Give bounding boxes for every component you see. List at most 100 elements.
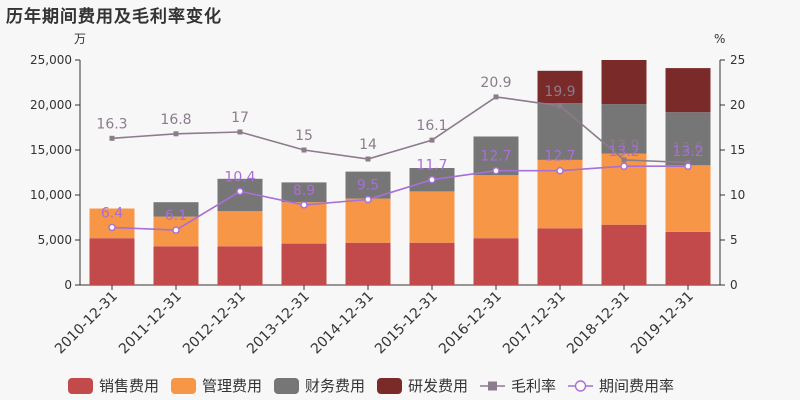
x-tick-label: 2017-12-31 <box>500 289 569 358</box>
point-期间费用率 <box>428 175 436 184</box>
point-毛利率 <box>621 157 627 163</box>
legend-marker-期间费用率 <box>574 380 587 392</box>
x-tick-label: 2019-12-31 <box>628 289 697 358</box>
point-毛利率 <box>493 94 499 100</box>
left-axis-unit: 万 <box>74 32 86 46</box>
legend-label: 销售费用 <box>99 377 159 395</box>
legend-swatch-销售费用 <box>68 378 93 394</box>
bar-销售费用 <box>601 224 647 285</box>
bar-销售费用 <box>217 246 263 285</box>
left-y-tick-label: 15,000 <box>30 143 72 157</box>
point-期间费用率 <box>364 195 372 204</box>
data-label-期间费用率: 9.5 <box>357 178 379 194</box>
bar-研发费用 <box>665 68 711 113</box>
data-label-期间费用率: 8.9 <box>293 183 315 199</box>
bar-销售费用 <box>537 228 583 285</box>
bar-管理费用 <box>281 202 327 244</box>
x-tick-label: 2012-12-31 <box>180 289 249 358</box>
legend-label: 研发费用 <box>408 377 468 395</box>
x-tick-label: 2013-12-31 <box>244 289 313 358</box>
bar-管理费用 <box>665 165 711 232</box>
bar-管理费用 <box>473 175 519 239</box>
legend-marker-毛利率 <box>488 381 497 391</box>
point-期间费用率 <box>556 166 564 175</box>
data-label-毛利率: 16.3 <box>96 116 127 132</box>
bar-管理费用 <box>409 191 455 243</box>
x-tick-label: 2014-12-31 <box>308 289 377 358</box>
left-y-tick-label: 20,000 <box>30 98 72 112</box>
data-label-毛利率: 15 <box>295 128 313 144</box>
data-label-group: 16.3 16.8 17 15 14 16.1 20.9 19.9 13.9 13.6 6.4 6.1… <box>96 75 703 224</box>
right-y-tick-label: 25 <box>730 53 745 67</box>
right-y-tick-label: 15 <box>730 143 745 157</box>
data-label-毛利率: 20.9 <box>480 75 511 91</box>
point-毛利率 <box>109 135 115 141</box>
bar-销售费用 <box>281 243 327 285</box>
x-tick-label: 2018-12-31 <box>564 289 633 358</box>
legend-label: 毛利率 <box>511 377 556 395</box>
data-label-期间费用率: 6.1 <box>165 208 187 224</box>
data-label-毛利率: 14 <box>359 137 377 153</box>
point-毛利率 <box>429 137 435 143</box>
right-y-tick-label: 10 <box>730 188 745 202</box>
point-毛利率 <box>237 129 243 135</box>
bar-销售费用 <box>409 242 455 285</box>
data-label-毛利率: 17 <box>231 110 249 126</box>
data-label-毛利率: 16.8 <box>160 112 191 128</box>
point-期间费用率 <box>236 187 244 196</box>
point-期间费用率 <box>172 226 180 234</box>
bar-财务费用 <box>281 182 327 203</box>
x-tick-label: 2010-12-31 <box>52 289 121 358</box>
legend: 销售费用 管理费用 财务费用 研发费用 毛利率 期间费用率 <box>68 377 674 395</box>
left-y-tick-label: 25,000 <box>30 53 72 67</box>
right-y-tick-label: 20 <box>730 98 745 112</box>
bar-管理费用 <box>89 208 135 239</box>
data-label-期间费用率: 10.4 <box>224 169 255 185</box>
data-label-期间费用率: 12.7 <box>544 149 575 165</box>
bar-series-group <box>89 60 711 285</box>
legend-label: 财务费用 <box>305 377 365 395</box>
bar-财务费用 <box>665 112 711 166</box>
bar-管理费用 <box>345 198 391 243</box>
legend-swatch-财务费用 <box>274 378 299 394</box>
point-期间费用率 <box>620 162 628 170</box>
right-y-tick-label: 0 <box>730 278 738 292</box>
legend-label: 期间费用率 <box>599 377 674 395</box>
data-label-毛利率: 13.9 <box>608 138 639 154</box>
line-毛利率 <box>111 96 689 164</box>
bar-研发费用 <box>601 60 647 105</box>
point-期间费用率 <box>684 162 692 170</box>
bar-财务费用 <box>537 103 583 160</box>
legend-label: 管理费用 <box>202 377 262 395</box>
bar-销售费用 <box>665 231 711 285</box>
bar-销售费用 <box>473 238 519 285</box>
data-label-期间费用率: 12.7 <box>480 149 511 165</box>
data-label-期间费用率: 11.7 <box>416 158 447 174</box>
data-label-毛利率: 16.1 <box>416 118 447 134</box>
bar-财务费用 <box>601 104 647 154</box>
point-期间费用率 <box>108 223 116 232</box>
data-label-期间费用率: 6.4 <box>101 205 123 221</box>
bar-销售费用 <box>89 238 135 285</box>
point-期间费用率 <box>492 166 500 175</box>
data-label-期间费用率: 13.2 <box>672 144 703 160</box>
x-tick-label: 2015-12-31 <box>372 289 441 358</box>
x-tick-label: 2016-12-31 <box>436 289 505 358</box>
legend-swatch-管理费用 <box>171 378 196 394</box>
left-y-tick-label: 5,000 <box>38 233 72 247</box>
data-label-毛利率: 19.9 <box>544 84 575 100</box>
bar-销售费用 <box>345 242 391 285</box>
line-series-group <box>108 94 692 234</box>
x-tick-label: 2011-12-31 <box>116 289 185 358</box>
right-axis-unit: % <box>714 32 725 46</box>
data-label-期间费用率: 13.2 <box>608 144 639 160</box>
data-label-毛利率: 13.6 <box>672 141 703 157</box>
left-y-tick-label: 10,000 <box>30 188 72 202</box>
line-期间费用率 <box>111 165 688 231</box>
point-毛利率 <box>173 131 179 137</box>
point-毛利率 <box>365 156 371 162</box>
bar-研发费用 <box>537 70 583 104</box>
legend-swatch-研发费用 <box>377 378 402 394</box>
point-毛利率 <box>301 147 307 153</box>
